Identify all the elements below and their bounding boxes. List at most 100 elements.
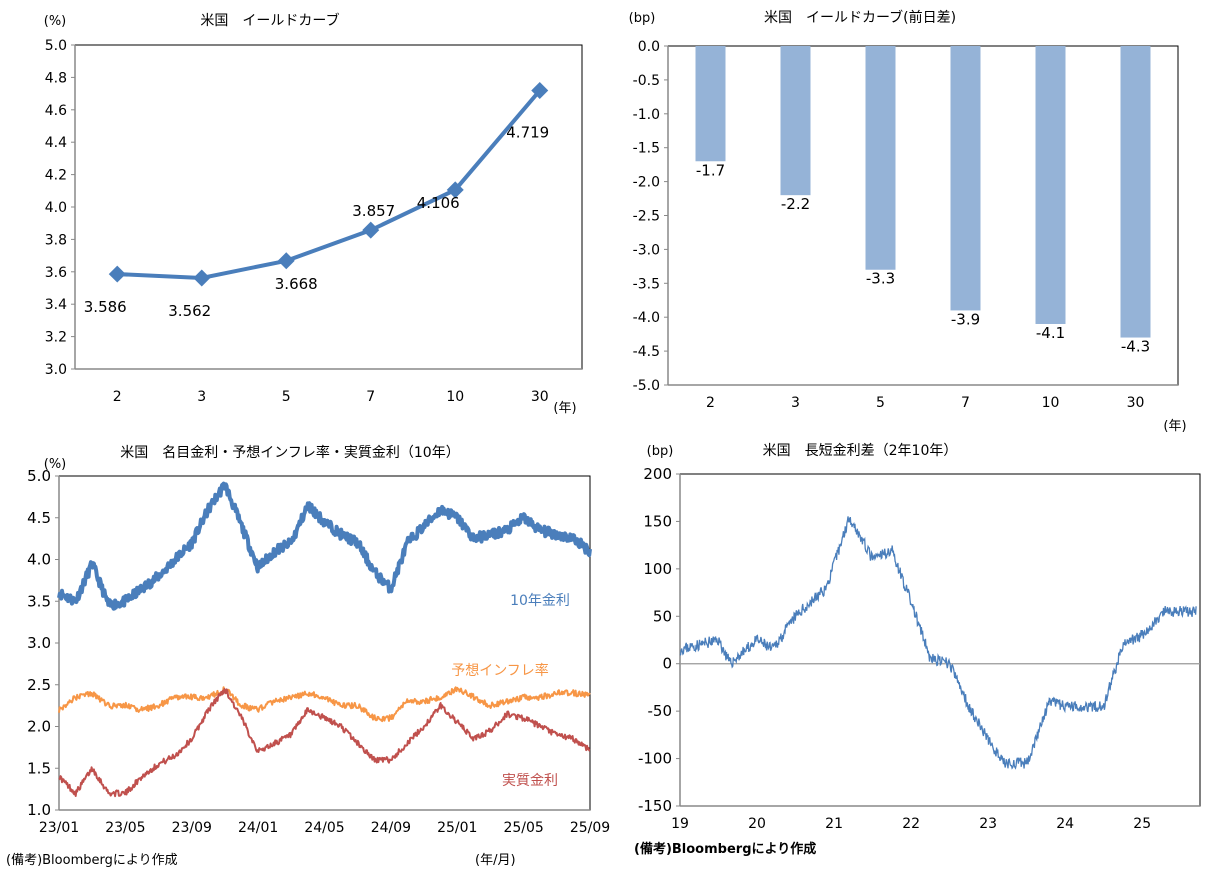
x-tick-label: 2 xyxy=(113,389,122,405)
series-line-1 xyxy=(58,686,591,723)
legend-label: 予想インフレ率 xyxy=(451,662,549,679)
y-tick-label: 5.0 xyxy=(27,467,51,485)
source-note-left: (備考)Bloombergにより作成 xyxy=(6,853,178,868)
data-label: 3.562 xyxy=(168,302,211,320)
y-tick-label: -1.5 xyxy=(633,141,660,157)
x-tick-label: 21 xyxy=(825,816,843,832)
xunit-label: (年/月) xyxy=(475,853,516,868)
yield-curve-chart: 米国 イールドカーブ (%) 3.0 3.2 3.4 3.6 3.8 4.0 4.2 4.4 4.6… xyxy=(44,12,583,416)
y-tick-label: 4.0 xyxy=(27,551,51,569)
data-point xyxy=(531,82,549,100)
y-tick-label: -50 xyxy=(648,702,673,720)
y-tick-label: 3.8 xyxy=(45,232,67,248)
y-tick-label: 0.0 xyxy=(638,39,660,55)
y-tick-label: 50 xyxy=(653,607,672,625)
y-tick-label: 4.5 xyxy=(27,509,51,527)
x-unit-label: (年) xyxy=(553,401,576,416)
y-tick-label: 3.5 xyxy=(27,592,51,610)
bar xyxy=(1035,46,1066,324)
y-tick-label: 4.4 xyxy=(45,135,67,151)
data-label: -2.2 xyxy=(781,195,810,213)
y-tick-label: 1.0 xyxy=(27,801,51,819)
y-tick-label: -5.0 xyxy=(633,378,660,394)
x-tick-label: 10 xyxy=(446,389,464,405)
y-tick-label: 4.2 xyxy=(45,168,67,184)
y-tick-label: 5.0 xyxy=(45,38,67,54)
x-tick-label: 23/05 xyxy=(105,820,145,836)
x-tick-label: 23/09 xyxy=(172,820,212,836)
y-unit-label: (%) xyxy=(44,14,67,29)
data-label: -1.7 xyxy=(696,161,725,179)
x-tick-label: 10 xyxy=(1042,395,1060,411)
y-tick-label: 2.0 xyxy=(27,718,51,736)
bar xyxy=(1120,46,1151,338)
source-note-right: (備考)Bloombergにより作成 xyxy=(634,842,817,857)
bar xyxy=(695,46,726,162)
y-tick-label: 4.0 xyxy=(45,200,67,216)
y-tick-label: 3.6 xyxy=(45,265,67,281)
x-tick-label: 24/01 xyxy=(238,820,278,836)
data-point xyxy=(362,221,380,239)
y-tick-label: -1.0 xyxy=(633,107,660,123)
term-spread-chart: 米国 長短金利差（2年10年） (bp) 200 150 100 50 0 -50 -100 -1… xyxy=(638,443,1201,832)
x-tick-label: 24 xyxy=(1056,816,1074,832)
x-tick-label: 24/05 xyxy=(304,820,344,836)
y-tick-label: -4.0 xyxy=(633,310,660,326)
y-tick-label: 2.5 xyxy=(27,676,51,694)
yield-curve-change-chart: 米国 イールドカーブ(前日差) (bp) 0.0 -0.5 -1.0 -1.5 -2.0 -2… xyxy=(629,9,1187,434)
y-tick-label: 4.8 xyxy=(45,70,67,86)
y-tick-label: 3.2 xyxy=(45,330,67,346)
y-tick-label: 4.6 xyxy=(45,103,67,119)
data-label: 3.586 xyxy=(84,298,127,316)
x-tick-label: 25/09 xyxy=(570,820,610,836)
y-tick-label: 3.0 xyxy=(45,362,67,378)
legend-label: 10年金利 xyxy=(510,593,570,609)
x-tick-label: 30 xyxy=(1127,395,1145,411)
x-tick-label: 25 xyxy=(1133,816,1151,832)
data-point xyxy=(108,265,126,283)
y-tick-label: 1.5 xyxy=(27,759,51,777)
x-tick-label: 30 xyxy=(531,389,549,405)
y-tick-label: -100 xyxy=(638,750,672,768)
y-tick-label: -2.5 xyxy=(633,209,660,225)
plot-frame xyxy=(74,44,583,370)
data-point xyxy=(277,252,295,270)
y-unit-label: (bp) xyxy=(629,11,656,26)
series-line-0 xyxy=(57,481,592,611)
y-tick-label: -4.5 xyxy=(633,344,660,360)
x-tick-label: 2 xyxy=(706,395,715,411)
y-tick-label: -2.0 xyxy=(633,175,660,191)
bar xyxy=(865,46,896,270)
x-tick-label: 3 xyxy=(791,395,800,411)
x-tick-label: 3 xyxy=(197,389,206,405)
x-tick-label: 25/01 xyxy=(437,820,477,836)
nominal-bei-real-chart: 米国 名目金利・予想インフレ率・実質金利（10年） (%) 1.0 1.5 2.0 2.5… xyxy=(27,444,610,836)
bar xyxy=(950,46,981,311)
y-tick-label: 0 xyxy=(662,655,672,673)
y-unit-label: (%) xyxy=(44,457,67,472)
x-tick-label: 7 xyxy=(366,389,375,405)
series-line-2 xyxy=(58,688,591,798)
y-tick-label: -3.5 xyxy=(633,276,660,292)
data-label: -4.1 xyxy=(1036,324,1065,342)
data-label: -3.9 xyxy=(951,310,980,328)
x-unit-label: (年) xyxy=(1163,419,1186,434)
data-point xyxy=(193,269,211,287)
y-tick-label: -0.5 xyxy=(633,73,660,89)
x-tick-label: 25/05 xyxy=(503,820,543,836)
chart-title: 米国 名目金利・予想インフレ率・実質金利（10年） xyxy=(120,444,459,461)
legend-label: 実質金利 xyxy=(502,773,558,789)
x-tick-label: 23/01 xyxy=(39,820,79,836)
x-tick-label: 19 xyxy=(671,816,689,832)
y-tick-label: 200 xyxy=(643,465,672,483)
data-label: -4.3 xyxy=(1121,338,1150,356)
x-tick-label: 20 xyxy=(748,816,766,832)
x-tick-label: 24/09 xyxy=(371,820,411,836)
data-label: -3.3 xyxy=(866,270,895,288)
y-tick-label: -3.0 xyxy=(633,242,660,258)
data-point xyxy=(446,181,464,199)
data-label: 4.719 xyxy=(506,124,549,142)
y-tick-label: 3.0 xyxy=(27,634,51,652)
y-tick-label: 150 xyxy=(643,512,672,530)
